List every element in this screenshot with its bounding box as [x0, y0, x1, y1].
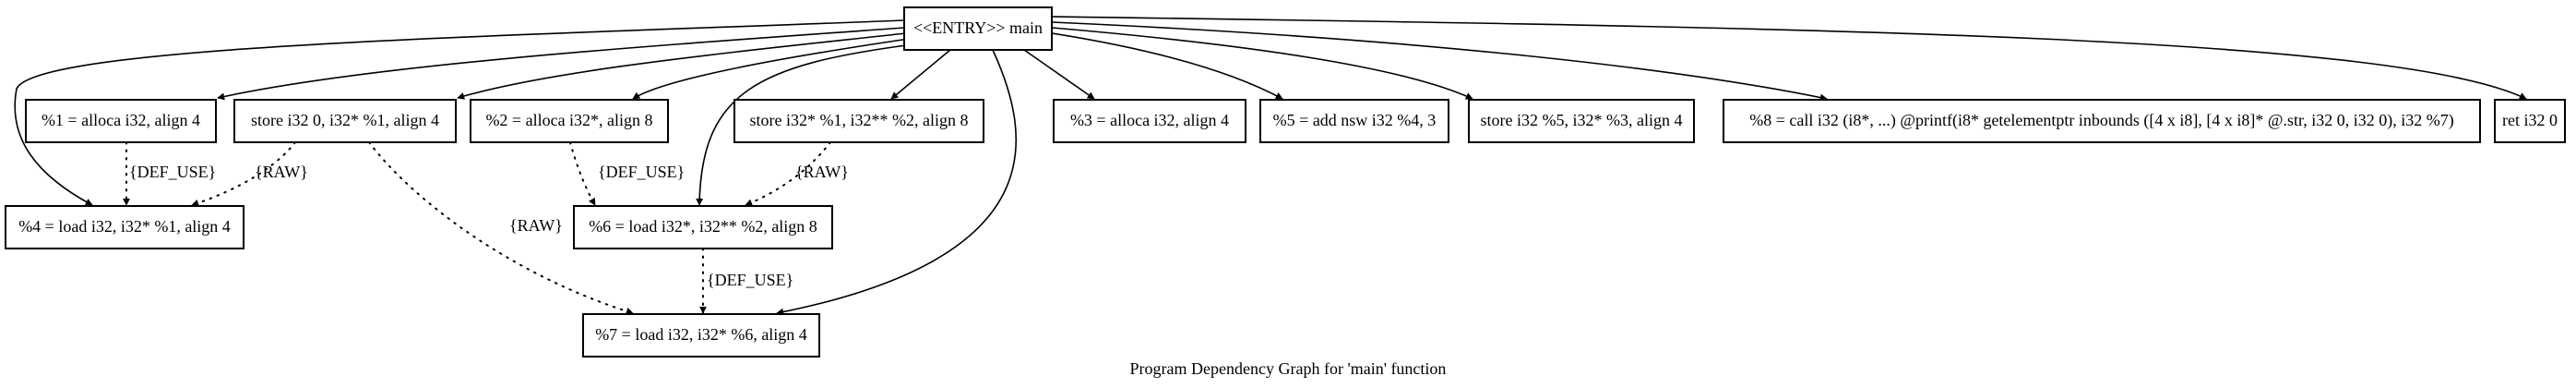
- edge-entry-n6: [696, 43, 914, 206]
- node-box-n8: [1723, 99, 2481, 143]
- node-label-s5: store i32 %5, i32* %3, align 4: [1481, 111, 1683, 129]
- node-box-entry: [903, 6, 1053, 51]
- edge-s0-n7: [368, 141, 634, 315]
- node-box-s1: [733, 99, 984, 143]
- node-label-n5: %5 = add nsw i32 %4, 3: [1273, 111, 1437, 129]
- node-n5[interactable]: %5 = add nsw i32 %4, 3: [1259, 99, 1449, 143]
- edge-entry-s0: [457, 32, 907, 100]
- edge-s1-n6: [745, 141, 831, 207]
- edge-entry-ret: [1051, 16, 2527, 100]
- node-n2[interactable]: %2 = alloca i32*, align 8: [470, 99, 669, 143]
- edge-entry-s1: [890, 49, 951, 100]
- node-label-n8: %8 = call i32 (i8*, ...) @printf(i8* get…: [1749, 111, 2453, 130]
- edge-label-n6-n7: {DEF_USE}: [707, 271, 793, 289]
- edge-entry-s5: [1051, 27, 1473, 100]
- node-box-n6: [573, 205, 833, 249]
- node-box-s5: [1468, 99, 1695, 143]
- node-label-n4: %4 = load i32, i32* %1, align 4: [18, 217, 231, 236]
- node-n1[interactable]: %1 = alloca i32, align 4: [25, 99, 217, 143]
- node-label-n2: %2 = alloca i32*, align 8: [485, 111, 652, 129]
- node-label-n6: %6 = load i32*, i32** %2, align 8: [589, 217, 817, 236]
- edge-entry-n3: [1023, 49, 1095, 100]
- node-s5[interactable]: store i32 %5, i32* %3, align 4: [1468, 99, 1695, 143]
- node-entry[interactable]: <<ENTRY>> main: [903, 6, 1053, 51]
- graph-caption: Program Dependency Graph for 'main' func…: [1130, 359, 1447, 378]
- edge-label-s1-n6: {RAW}: [795, 163, 849, 181]
- node-box-s0: [233, 99, 457, 143]
- edge-entry-n1: [217, 27, 905, 101]
- node-ret[interactable]: ret i32 0: [2494, 99, 2566, 143]
- node-label-entry: <<ENTRY>> main: [913, 18, 1043, 37]
- node-box-n7: [582, 313, 820, 358]
- node-box-n2: [470, 99, 669, 143]
- node-label-n7: %7 = load i32, i32* %6, align 4: [595, 325, 807, 344]
- edge-entry-n7: [776, 49, 1017, 316]
- node-n3[interactable]: %3 = alloca i32, align 4: [1053, 99, 1246, 143]
- node-box-n1: [25, 99, 217, 143]
- node-box-n4: [5, 205, 244, 249]
- node-box-n5: [1259, 99, 1449, 143]
- edge-label-s0-n7: {RAW}: [509, 216, 563, 235]
- edge-entry-n8: [1051, 21, 1828, 102]
- edge-label-n1-n4: {DEF_USE}: [129, 163, 216, 181]
- node-box-ret: [2494, 99, 2566, 143]
- node-s1[interactable]: store i32* %1, i32** %2, align 8: [733, 99, 984, 143]
- edge-label-s0-n4: {RAW}: [255, 163, 308, 181]
- node-n7[interactable]: %7 = load i32, i32* %6, align 4: [582, 313, 820, 358]
- edge-entry-n5: [1051, 32, 1283, 100]
- node-label-s1: store i32* %1, i32** %2, align 8: [750, 111, 969, 129]
- node-box-n3: [1053, 99, 1246, 143]
- edge-n2-n6: [569, 141, 596, 206]
- node-n8[interactable]: %8 = call i32 (i8*, ...) @printf(i8* get…: [1723, 99, 2481, 143]
- nodes-layer: <<ENTRY>> main %1 = alloca i32, align 4 st…: [5, 6, 2566, 358]
- node-label-n1: %1 = alloca i32, align 4: [42, 111, 200, 129]
- edges-layer: {DEF_USE} {RAW} {RAW} {DEF_USE} {RAW} {DEF_US…: [14, 16, 2527, 316]
- edge-label-n2-n6: {DEF_USE}: [598, 163, 685, 181]
- node-label-ret: ret i32 0: [2502, 111, 2558, 129]
- edge-entry-n2: [632, 38, 910, 100]
- node-label-n3: %3 = alloca i32, align 4: [1070, 111, 1229, 129]
- node-label-s0: store i32 0, i32* %1, align 4: [251, 111, 439, 129]
- node-n6[interactable]: %6 = load i32*, i32** %2, align 8: [573, 205, 833, 249]
- node-s0[interactable]: store i32 0, i32* %1, align 4: [233, 99, 457, 143]
- node-n4[interactable]: %4 = load i32, i32* %1, align 4: [5, 205, 244, 249]
- edge-entry-n4: [14, 19, 905, 206]
